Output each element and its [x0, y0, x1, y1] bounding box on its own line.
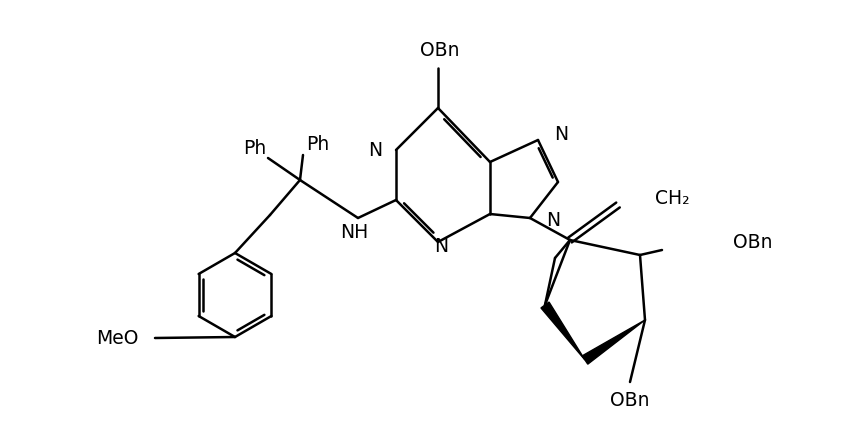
Text: MeO: MeO: [96, 329, 138, 347]
Text: N: N: [554, 125, 569, 145]
Text: Ph: Ph: [306, 135, 330, 155]
Text: CH₂: CH₂: [655, 188, 689, 208]
Text: N: N: [368, 141, 382, 160]
Text: OBn: OBn: [733, 232, 772, 252]
Text: OBn: OBn: [610, 391, 650, 409]
Text: Ph: Ph: [244, 139, 266, 157]
Text: N: N: [434, 236, 448, 256]
Text: OBn: OBn: [420, 42, 459, 60]
Text: N: N: [546, 212, 560, 230]
Polygon shape: [541, 302, 585, 360]
Polygon shape: [582, 320, 645, 364]
Text: NH: NH: [340, 222, 368, 242]
